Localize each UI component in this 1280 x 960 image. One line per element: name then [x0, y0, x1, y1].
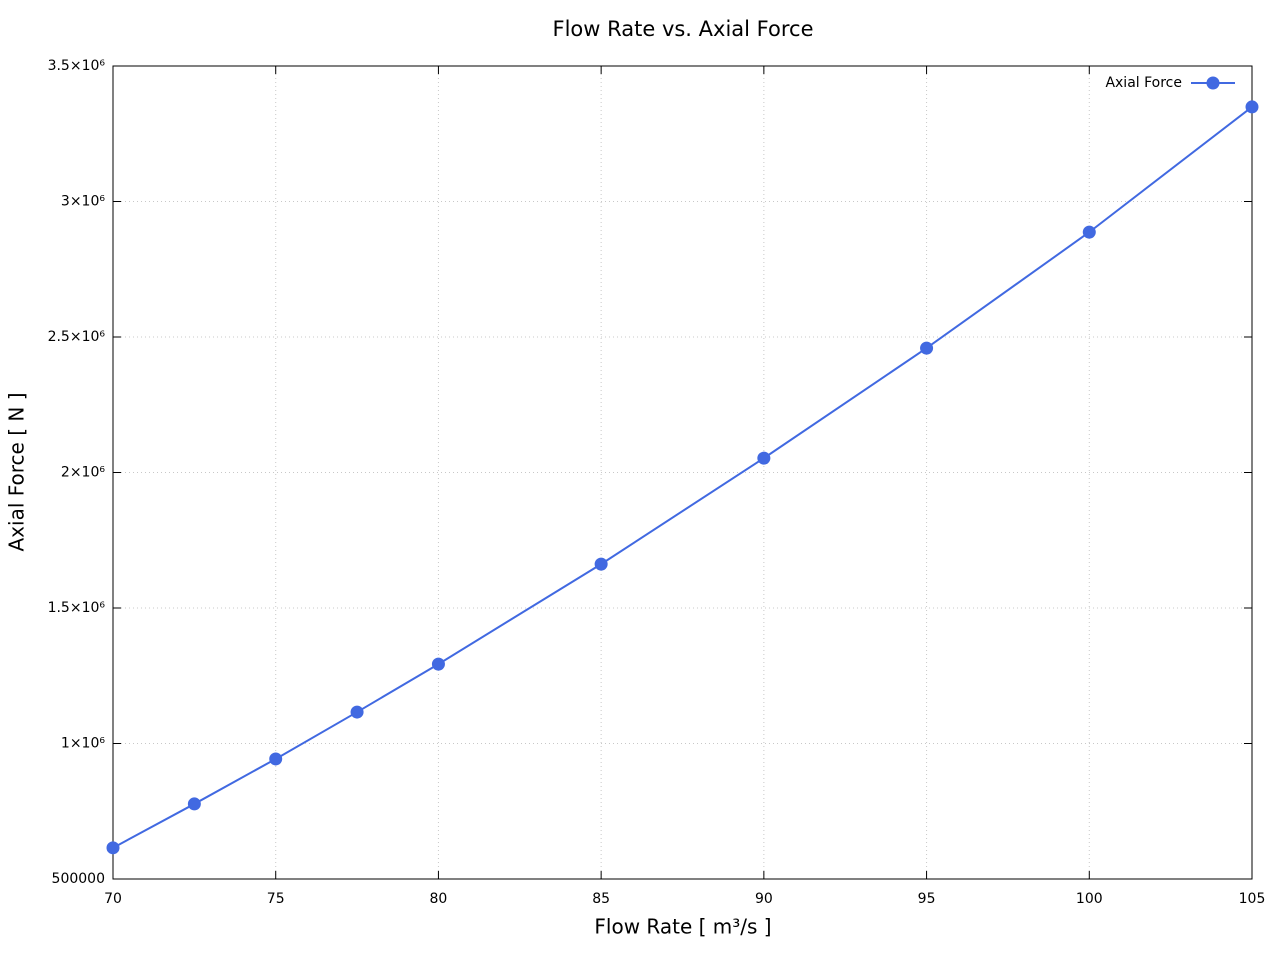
x-axis-label: Flow Rate [ m³/s ] [594, 915, 771, 939]
data-point [1082, 225, 1096, 239]
x-tick-label: 105 [1239, 891, 1266, 907]
y-axis-label: Axial Force [ N ] [5, 393, 29, 552]
x-tick-label: 70 [104, 891, 122, 907]
x-tick-label: 80 [430, 891, 448, 907]
data-point [1245, 100, 1259, 114]
data-point [269, 752, 283, 766]
data-point [757, 451, 771, 465]
y-tick-label: 2×10⁶ [61, 465, 105, 481]
plot-frame [112, 65, 1253, 880]
chart-title: Flow Rate vs. Axial Force [553, 17, 814, 41]
x-tick-label: 100 [1076, 891, 1103, 907]
data-point [187, 797, 201, 811]
x-tick-label: 90 [755, 891, 773, 907]
x-tick-label: 95 [918, 891, 936, 907]
legend-label: Axial Force [1105, 75, 1182, 91]
series-line [112, 106, 1253, 849]
y-tick-label: 3×10⁶ [61, 194, 105, 210]
x-tick-label: 85 [592, 891, 610, 907]
data-point [431, 657, 445, 671]
y-tick-label: 1×10⁶ [61, 736, 105, 752]
legend-marker [1206, 76, 1220, 90]
data-point [106, 841, 120, 855]
y-tick-label: 3.5×10⁶ [48, 58, 106, 74]
y-tick-label: 500000 [52, 871, 105, 887]
data-point [920, 341, 934, 355]
y-tick-label: 2.5×10⁶ [48, 329, 106, 345]
data-point [594, 557, 608, 571]
x-tick-label: 75 [267, 891, 285, 907]
data-point [350, 705, 364, 719]
y-tick-label: 1.5×10⁶ [48, 600, 106, 616]
